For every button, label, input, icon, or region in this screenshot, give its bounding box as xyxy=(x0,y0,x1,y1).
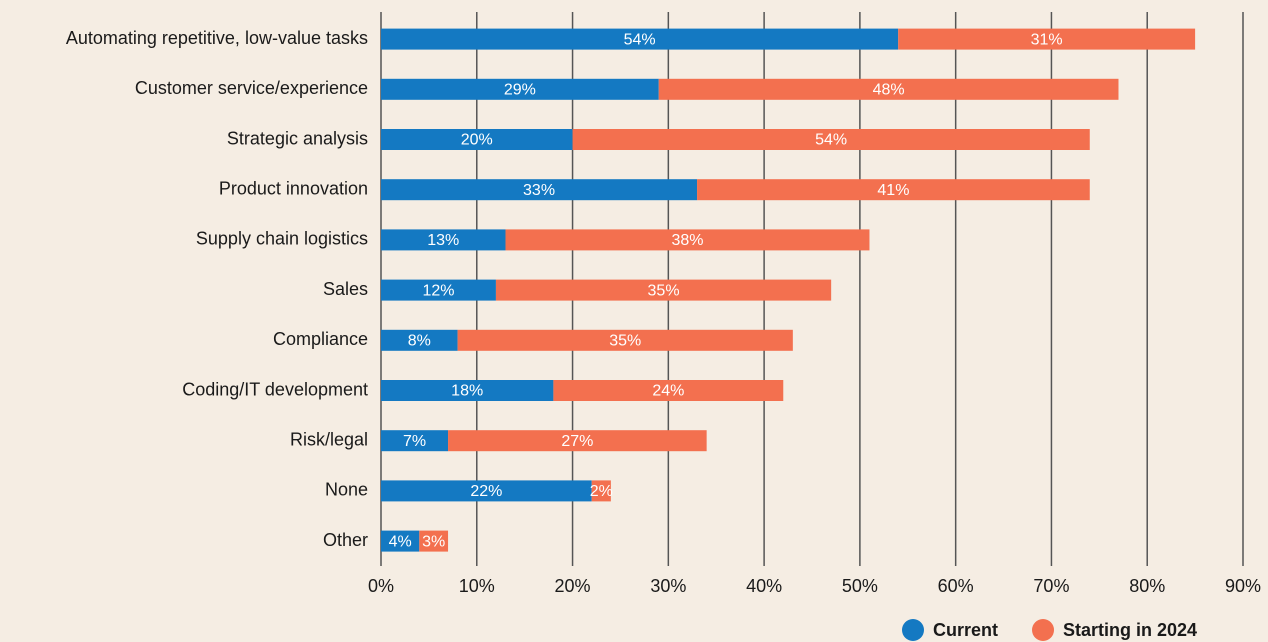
data-label: 33% xyxy=(523,182,555,199)
x-tick-label: 0% xyxy=(368,576,394,596)
data-label: 54% xyxy=(624,31,656,48)
data-label: 13% xyxy=(427,232,459,249)
bar-segment xyxy=(381,179,698,201)
legend-swatch xyxy=(902,619,924,641)
x-tick-label: 60% xyxy=(938,576,974,596)
data-label: 3% xyxy=(422,533,445,550)
bar-segment xyxy=(381,28,899,50)
bar-segment xyxy=(898,28,1196,50)
data-label: 54% xyxy=(815,132,847,149)
data-label: 35% xyxy=(648,282,680,299)
bar-segment xyxy=(448,430,707,452)
category-label: Compliance xyxy=(273,329,368,349)
data-label: 7% xyxy=(403,433,426,450)
bar-segment xyxy=(381,229,506,251)
data-label: 22% xyxy=(470,483,502,500)
data-label: 31% xyxy=(1031,31,1063,48)
bar-segment xyxy=(381,129,573,150)
data-label: 12% xyxy=(422,282,454,299)
bar-segment xyxy=(419,530,449,552)
data-label: 20% xyxy=(461,132,493,149)
legend-label: Starting in 2024 xyxy=(1063,620,1197,640)
bar-segment xyxy=(381,380,554,401)
data-label: 48% xyxy=(873,82,905,99)
x-tick-label: 70% xyxy=(1033,576,1069,596)
x-tick-label: 50% xyxy=(842,576,878,596)
bar-segment xyxy=(381,78,659,100)
category-label: Supply chain logistics xyxy=(196,229,368,249)
category-label: Sales xyxy=(323,279,368,299)
category-label: None xyxy=(325,480,368,500)
x-tick-label: 20% xyxy=(555,576,591,596)
category-label: Risk/legal xyxy=(290,429,368,449)
category-label: Customer service/experience xyxy=(135,78,368,98)
x-tick-label: 30% xyxy=(650,576,686,596)
category-label: Product innovation xyxy=(219,178,368,198)
category-label: Other xyxy=(323,530,368,550)
data-label: 8% xyxy=(408,333,431,350)
category-label: Automating repetitive, low-value tasks xyxy=(66,28,368,48)
bar-segment xyxy=(591,480,611,502)
data-label: 41% xyxy=(877,182,909,199)
bar-segment xyxy=(381,430,449,452)
data-label: 2% xyxy=(590,483,613,500)
bar-segment xyxy=(381,329,458,351)
data-label: 24% xyxy=(652,383,684,400)
category-label: Coding/IT development xyxy=(182,379,368,399)
bar-segment xyxy=(457,329,793,351)
bar-segment xyxy=(553,380,784,401)
bar-segment xyxy=(381,480,592,502)
data-label: 38% xyxy=(671,232,703,249)
legend-label: Current xyxy=(933,620,998,640)
x-tick-label: 90% xyxy=(1225,576,1261,596)
legend-swatch xyxy=(1032,619,1055,641)
bar-segment xyxy=(505,229,870,251)
bar-segment xyxy=(495,279,832,301)
bar-segment xyxy=(658,78,1119,100)
data-label: 29% xyxy=(504,82,536,99)
bar-segment xyxy=(381,279,496,301)
category-label: Strategic analysis xyxy=(227,128,368,148)
bar-segment xyxy=(381,530,420,552)
data-label: 27% xyxy=(561,433,593,450)
bar-segment xyxy=(697,179,1090,201)
data-label: 18% xyxy=(451,383,483,400)
data-label: 35% xyxy=(609,333,641,350)
x-tick-label: 40% xyxy=(746,576,782,596)
x-tick-label: 80% xyxy=(1129,576,1165,596)
bar-segment xyxy=(572,129,1090,150)
x-tick-label: 10% xyxy=(459,576,495,596)
data-label: 4% xyxy=(389,533,412,550)
